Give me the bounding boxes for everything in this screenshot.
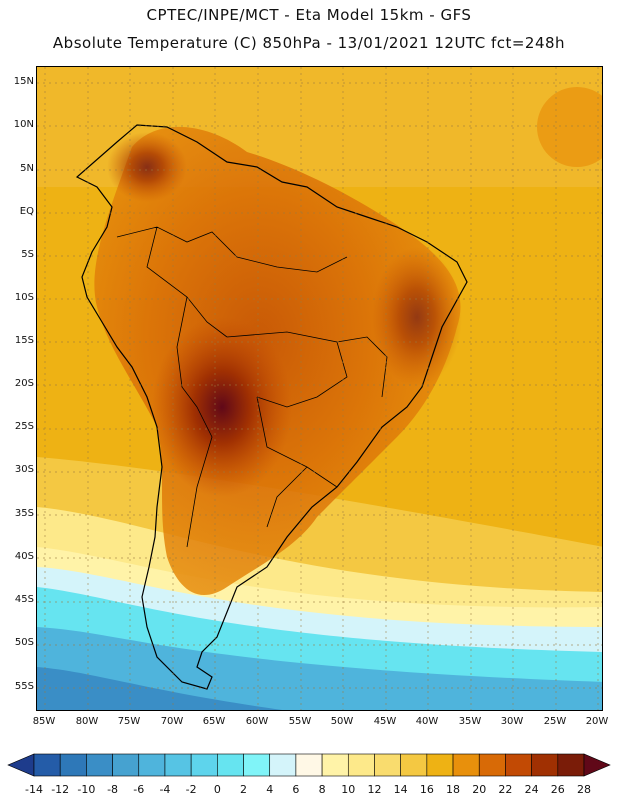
colorbar-arrow-low — [7, 753, 35, 777]
colorbar-tick-label: 6 — [292, 783, 300, 796]
lat-label: 10N — [13, 119, 34, 130]
map-title-line1: CPTEC/INPE/MCT - Eta Model 15km - GFS — [146, 6, 472, 24]
colorbar-tick-label: 20 — [472, 783, 487, 796]
hot-core-chaco — [152, 317, 292, 497]
colorbar-swatch — [164, 753, 192, 777]
lat-label: 25S — [14, 421, 34, 432]
lon-label: 35W — [458, 716, 482, 727]
lon-label: 50W — [330, 716, 354, 727]
colorbar-swatch — [217, 753, 244, 777]
colorbar-tick-label: -2 — [185, 783, 197, 796]
colorbar-tick-label: 24 — [524, 783, 539, 796]
lat-label: 40S — [14, 551, 34, 562]
colorbar-tick-label: 14 — [393, 783, 408, 796]
lat-label: 50S — [14, 637, 34, 648]
lon-label: 40W — [415, 716, 439, 727]
colorbar-tick-label: 2 — [240, 783, 248, 796]
colorbar-tick-label: 4 — [266, 783, 274, 796]
colorbar-swatch — [531, 753, 559, 777]
colorbar-swatch — [190, 753, 218, 777]
coldest-band — [37, 667, 283, 710]
lat-label: 15S — [14, 335, 34, 346]
colorbar-swatch — [269, 753, 297, 777]
colorbar-swatch — [505, 753, 532, 777]
colorbar-swatch — [347, 753, 375, 777]
colorbar-swatch — [112, 753, 140, 777]
hot-core-northeast — [372, 247, 462, 387]
hot-core-venezuela — [107, 132, 187, 202]
lon-label: 85W — [32, 716, 56, 727]
colorbar-swatch — [86, 753, 113, 777]
colorbar-swatch — [400, 753, 428, 777]
lat-label: 35S — [14, 508, 34, 519]
colorbar-tick-label: -10 — [77, 783, 96, 796]
lon-label: 25W — [543, 716, 567, 727]
temperature-map — [36, 66, 603, 711]
colorbar-tick-label: -4 — [159, 783, 171, 796]
lat-label: 10S — [14, 292, 34, 303]
map-title-line2: Absolute Temperature (C) 850hPa - 13/01/… — [52, 34, 566, 52]
temperature-colorbar — [7, 753, 611, 777]
lon-label: 30W — [500, 716, 524, 727]
lon-label: 45W — [373, 716, 397, 727]
lon-label: 55W — [288, 716, 312, 727]
lon-label: 65W — [202, 716, 226, 727]
lon-label: 70W — [160, 716, 184, 727]
lat-label: 15N — [13, 76, 34, 87]
lat-label: EQ — [19, 206, 34, 217]
colorbar-swatch — [478, 753, 506, 777]
lat-label: 5N — [20, 163, 34, 174]
colorbar-tick-label: 0 — [213, 783, 221, 796]
country-borders — [116, 226, 388, 548]
hot-core-atlantic — [537, 87, 602, 167]
map-canvas — [37, 67, 602, 710]
lon-label: 20W — [585, 716, 609, 727]
colder-band — [37, 627, 602, 710]
colorbar-tick-label: 10 — [341, 783, 356, 796]
lat-label: 30S — [14, 464, 34, 475]
lat-label: 20S — [14, 378, 34, 389]
lon-label: 80W — [75, 716, 99, 727]
colorbar-tick-label: -8 — [107, 783, 119, 796]
colorbar-swatch — [452, 753, 480, 777]
colorbar-tick-label: 18 — [446, 783, 461, 796]
colorbar-tick-label: -14 — [25, 783, 43, 796]
colorbar-swatch — [243, 753, 271, 777]
colorbar-tick-label: 16 — [419, 783, 434, 796]
colorbar-swatch — [295, 753, 323, 777]
coastline — [75, 124, 468, 690]
colorbar-tick-label: 28 — [577, 783, 591, 796]
colorbar-swatch — [59, 753, 87, 777]
colorbar-tick-label: 12 — [367, 783, 382, 796]
lon-label: 75W — [117, 716, 141, 727]
lat-label: 5S — [21, 249, 34, 260]
colorbar-swatch — [33, 753, 61, 777]
colorbar-swatch — [321, 753, 349, 777]
graticule — [37, 67, 602, 710]
colorbar-tick-label: -6 — [133, 783, 145, 796]
colorbar-swatch — [426, 753, 454, 777]
lat-label: 45S — [14, 594, 34, 605]
colorbar-swatch — [374, 753, 401, 777]
colorbar-tick-label: -12 — [51, 783, 70, 796]
colorbar-arrow-high — [583, 753, 611, 777]
lat-label: 55S — [14, 681, 34, 692]
colorbar-swatch — [557, 753, 585, 777]
colorbar-tick-label: 22 — [498, 783, 513, 796]
colorbar-tick-label: 8 — [318, 783, 326, 796]
lon-label: 60W — [245, 716, 269, 727]
colorbar-swatch — [138, 753, 166, 777]
colorbar-tick-label: 26 — [550, 783, 565, 796]
